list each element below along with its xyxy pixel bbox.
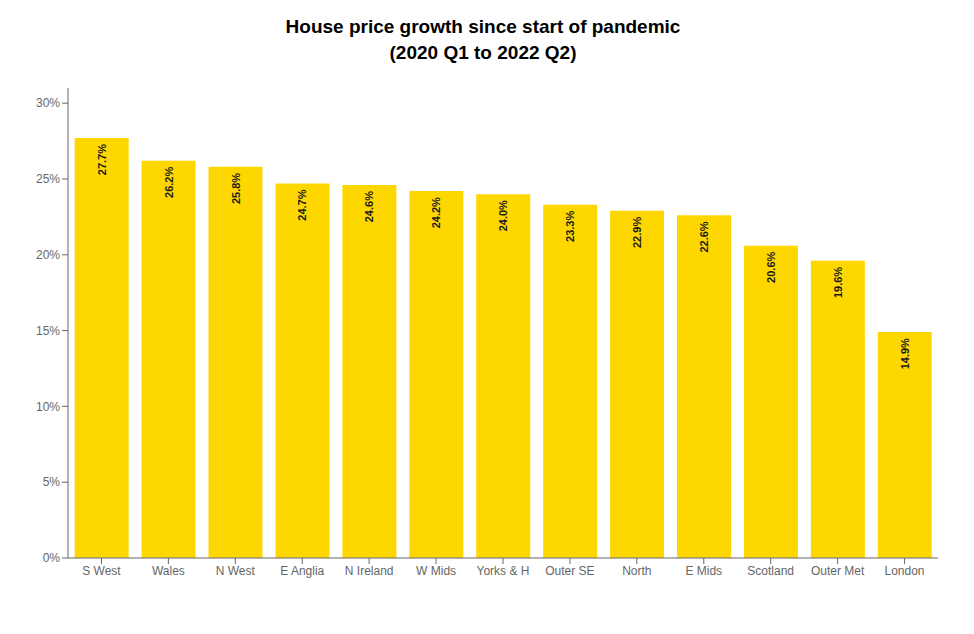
svg-text:Outer SE: Outer SE [545,564,594,578]
svg-text:0%: 0% [43,551,61,565]
svg-text:W Mids: W Mids [416,564,456,578]
svg-text:S West: S West [82,564,121,578]
svg-text:Outer Met: Outer Met [811,564,865,578]
html-text:House price growth since start: House price growth since start of pandem… [285,16,681,37]
svg-text:14.9%: 14.9% [899,338,911,369]
svg-text:30%: 30% [36,96,60,110]
svg-text:22.6%: 22.6% [698,221,710,252]
svg-text:10%: 10% [36,400,60,414]
svg-text:20%: 20% [36,248,60,262]
svg-text:25.8%: 25.8% [230,173,242,204]
svg-text:24.0%: 24.0% [497,200,509,231]
svg-text:Scotland: Scotland [747,564,794,578]
svg-text:20.6%: 20.6% [765,251,777,282]
svg-text:N Ireland: N Ireland [345,564,394,578]
svg-text:5%: 5% [43,475,61,489]
svg-text:24.2%: 24.2% [430,197,442,228]
svg-text:26.2%: 26.2% [163,167,175,198]
svg-text:25%: 25% [36,172,60,186]
svg-text:27.7%: 27.7% [96,144,108,175]
svg-text:N West: N West [216,564,256,578]
svg-text:24.6%: 24.6% [363,191,375,222]
svg-text:North: North [622,564,651,578]
svg-text:E Mids: E Mids [685,564,722,578]
svg-text:19.6%: 19.6% [832,267,844,298]
svg-text:E Anglia: E Anglia [280,564,324,578]
svg-text:Yorks & H: Yorks & H [477,564,530,578]
svg-text:Wales: Wales [152,564,185,578]
svg-text:23.3%: 23.3% [564,211,576,242]
svg-text:15%: 15% [36,324,60,338]
html-text:(2020 Q1 to 2022 Q2): (2020 Q1 to 2022 Q2) [389,42,577,63]
svg-text:24.7%: 24.7% [296,189,308,220]
svg-text:22.9%: 22.9% [631,217,643,248]
svg-text:London: London [885,564,925,578]
